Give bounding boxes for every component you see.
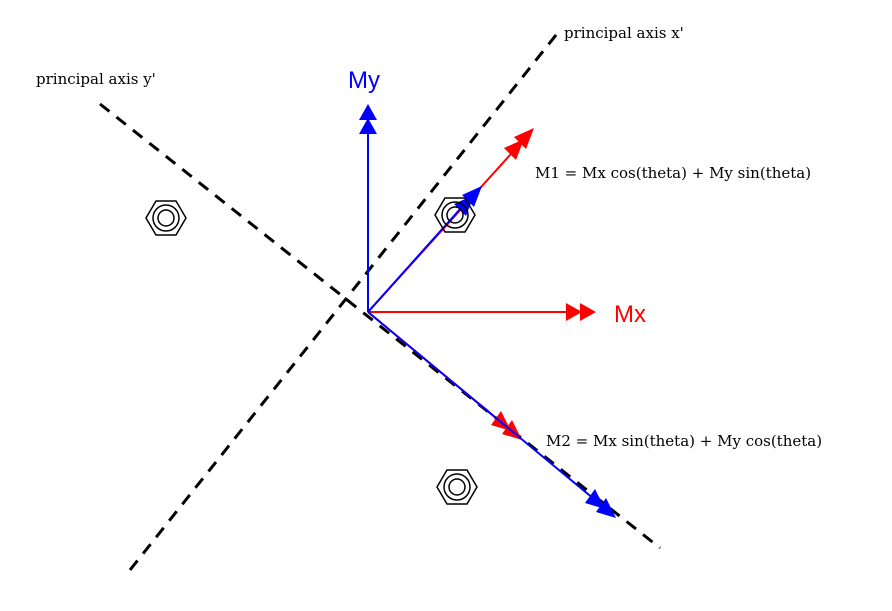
hex-nut-icon — [434, 197, 476, 233]
mx-label: Mx — [614, 301, 646, 328]
principal-axis-x-prime — [128, 29, 562, 571]
m1-formula-label: M1 = Mx cos(theta) + My sin(theta) — [535, 164, 811, 182]
principal-axis-y-prime — [99, 102, 661, 550]
my-label: My — [348, 67, 380, 94]
hex-nut-icon — [436, 469, 478, 505]
my-vector — [359, 104, 377, 312]
mx-vector — [368, 303, 596, 321]
axis-y-prime-label: principal axis y' — [36, 70, 156, 88]
m2-my-component — [367, 311, 616, 518]
axis-x-prime-label: principal axis x' — [564, 24, 684, 42]
m2-formula-label: M2 = Mx sin(theta) + My cos(theta) — [546, 432, 822, 450]
hex-nut-icon — [145, 200, 187, 236]
